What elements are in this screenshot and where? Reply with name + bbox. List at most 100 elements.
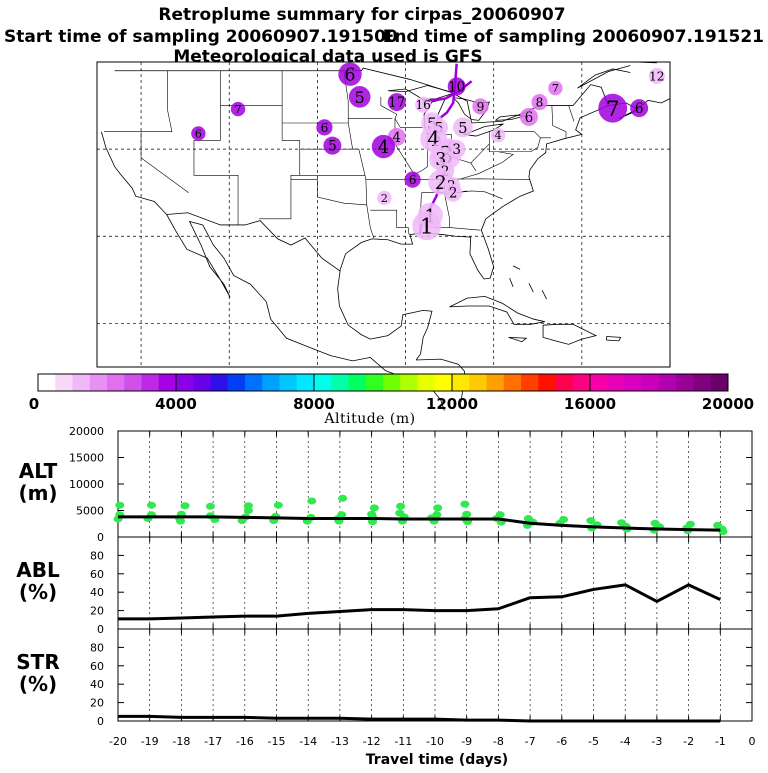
colorbar-cell (400, 374, 418, 391)
plume-marker-circle (323, 136, 342, 155)
x-axis-label: Travel time (days) (366, 752, 508, 768)
x-tick-label: -13 (331, 735, 349, 748)
coastline (606, 336, 622, 342)
coastline (509, 277, 514, 287)
particle-point (180, 502, 190, 510)
state-border (488, 137, 551, 153)
particle-point (307, 497, 317, 505)
x-tick-label: -5 (588, 735, 599, 748)
plume-marker-label: 4 (392, 130, 401, 146)
colorbar-cell (383, 374, 401, 391)
plume-marker-circle (444, 183, 463, 202)
colorbar-tick-label: 20000 (702, 395, 754, 413)
colorbar-cell (193, 374, 211, 391)
plume-marker-label: 2 (449, 186, 458, 202)
panel-y-label: ABL (16, 558, 60, 582)
state-border (470, 162, 477, 172)
x-tick-label: -15 (268, 735, 286, 748)
x-tick-label: -8 (493, 735, 504, 748)
coastline (114, 67, 609, 124)
colorbar-tick-label: 0 (29, 395, 39, 413)
y-tick-label: 20 (90, 605, 104, 618)
x-tick-label: -7 (525, 735, 536, 748)
panel-y-label: (%) (19, 672, 57, 696)
plume-marker-circle (630, 99, 649, 118)
colorbar-cell (107, 374, 125, 391)
plume-marker-circle (230, 101, 246, 117)
series-line (118, 583, 721, 621)
y-tick-label: 0 (97, 715, 104, 728)
altitude-colorbar: 0 4000 8000 12000 16000 20000 Altitude (m) (29, 373, 754, 427)
colorbar-cell (55, 374, 73, 391)
state-border (193, 70, 239, 225)
state-border (568, 105, 575, 122)
plume-marker-label: 6 (525, 110, 534, 126)
colorbar-cell (417, 374, 436, 391)
colorbar-cell (348, 374, 367, 391)
plume-marker-label: 8 (536, 96, 544, 110)
plume-marker-label: 9 (477, 100, 485, 114)
plume-marker-label: 3 (452, 142, 461, 158)
x-tick-label: -18 (172, 735, 190, 748)
series-line (118, 714, 721, 723)
plume-marker-label: 6 (195, 127, 202, 140)
particle-point (338, 494, 348, 502)
coastline (541, 290, 547, 300)
plume-marker-label: 7 (235, 103, 242, 116)
alt-panel: 0 5000 10000 15000 20000 ALT(m) (18, 425, 753, 544)
colorbar-cell (572, 374, 591, 391)
colorbar-cell (590, 374, 608, 391)
colorbar-cell (555, 374, 574, 391)
colorbar-cell (141, 374, 160, 391)
y-tick-label: 60 (90, 568, 104, 581)
coastline (608, 98, 671, 120)
colorbar-cell (176, 374, 194, 391)
particle-point (460, 500, 470, 508)
colorbar-cell (365, 374, 384, 391)
x-tick-label: -16 (236, 735, 254, 748)
y-tick-label: 10000 (69, 478, 104, 491)
colorbar-cell (89, 374, 108, 391)
colorbar-cell (676, 374, 694, 391)
plume-marker-label: 4 (378, 138, 389, 158)
state-border (551, 105, 567, 138)
plume-marker-circle (548, 80, 563, 96)
colorbar-tick-label: 12000 (426, 395, 478, 413)
colorbar-cell (279, 374, 298, 391)
abl-panel: 0 20 40 60 80 ABL(%) (16, 536, 753, 636)
plume-marker-circle (371, 134, 396, 159)
colorbar-cell (486, 374, 505, 391)
plume-marker-label: 16 (415, 98, 430, 112)
colorbar-cell (38, 374, 56, 391)
panel-y-label: STR (16, 650, 59, 674)
state-border (380, 96, 425, 128)
coastline (449, 296, 545, 325)
colorbar-cells (37, 373, 729, 392)
colorbar-cell (262, 374, 280, 391)
state-border (495, 131, 541, 139)
plume-marker-label: 7 (606, 97, 620, 122)
colorbar-tick-label: 8000 (293, 395, 335, 413)
particle-point (718, 528, 728, 536)
x-tick-label: 0 (749, 735, 756, 748)
state-border (370, 209, 410, 235)
colorbar-tick-label: 16000 (564, 395, 616, 413)
x-tick-label: -9 (461, 735, 472, 748)
plume-marker-circle (648, 67, 665, 85)
y-tick-label: 40 (90, 586, 104, 599)
particle-point (586, 517, 596, 525)
plume-markers: 651716109877661255544444333222226115676 (191, 62, 665, 241)
plume-marker-label: 17 (388, 95, 405, 111)
coastline (337, 269, 433, 361)
plume-marker-circle (415, 96, 432, 113)
chart-title: Retroplume summary for cirpas_20060907 (158, 5, 565, 25)
x-tick-label: -17 (204, 735, 222, 748)
coastline (452, 97, 490, 121)
particle-point (205, 502, 215, 510)
y-tick-label: 5000 (76, 505, 104, 518)
plume-marker-circle (598, 93, 628, 123)
y-tick-label: 20000 (69, 425, 104, 438)
series-line (118, 515, 721, 532)
coastline (577, 65, 631, 89)
